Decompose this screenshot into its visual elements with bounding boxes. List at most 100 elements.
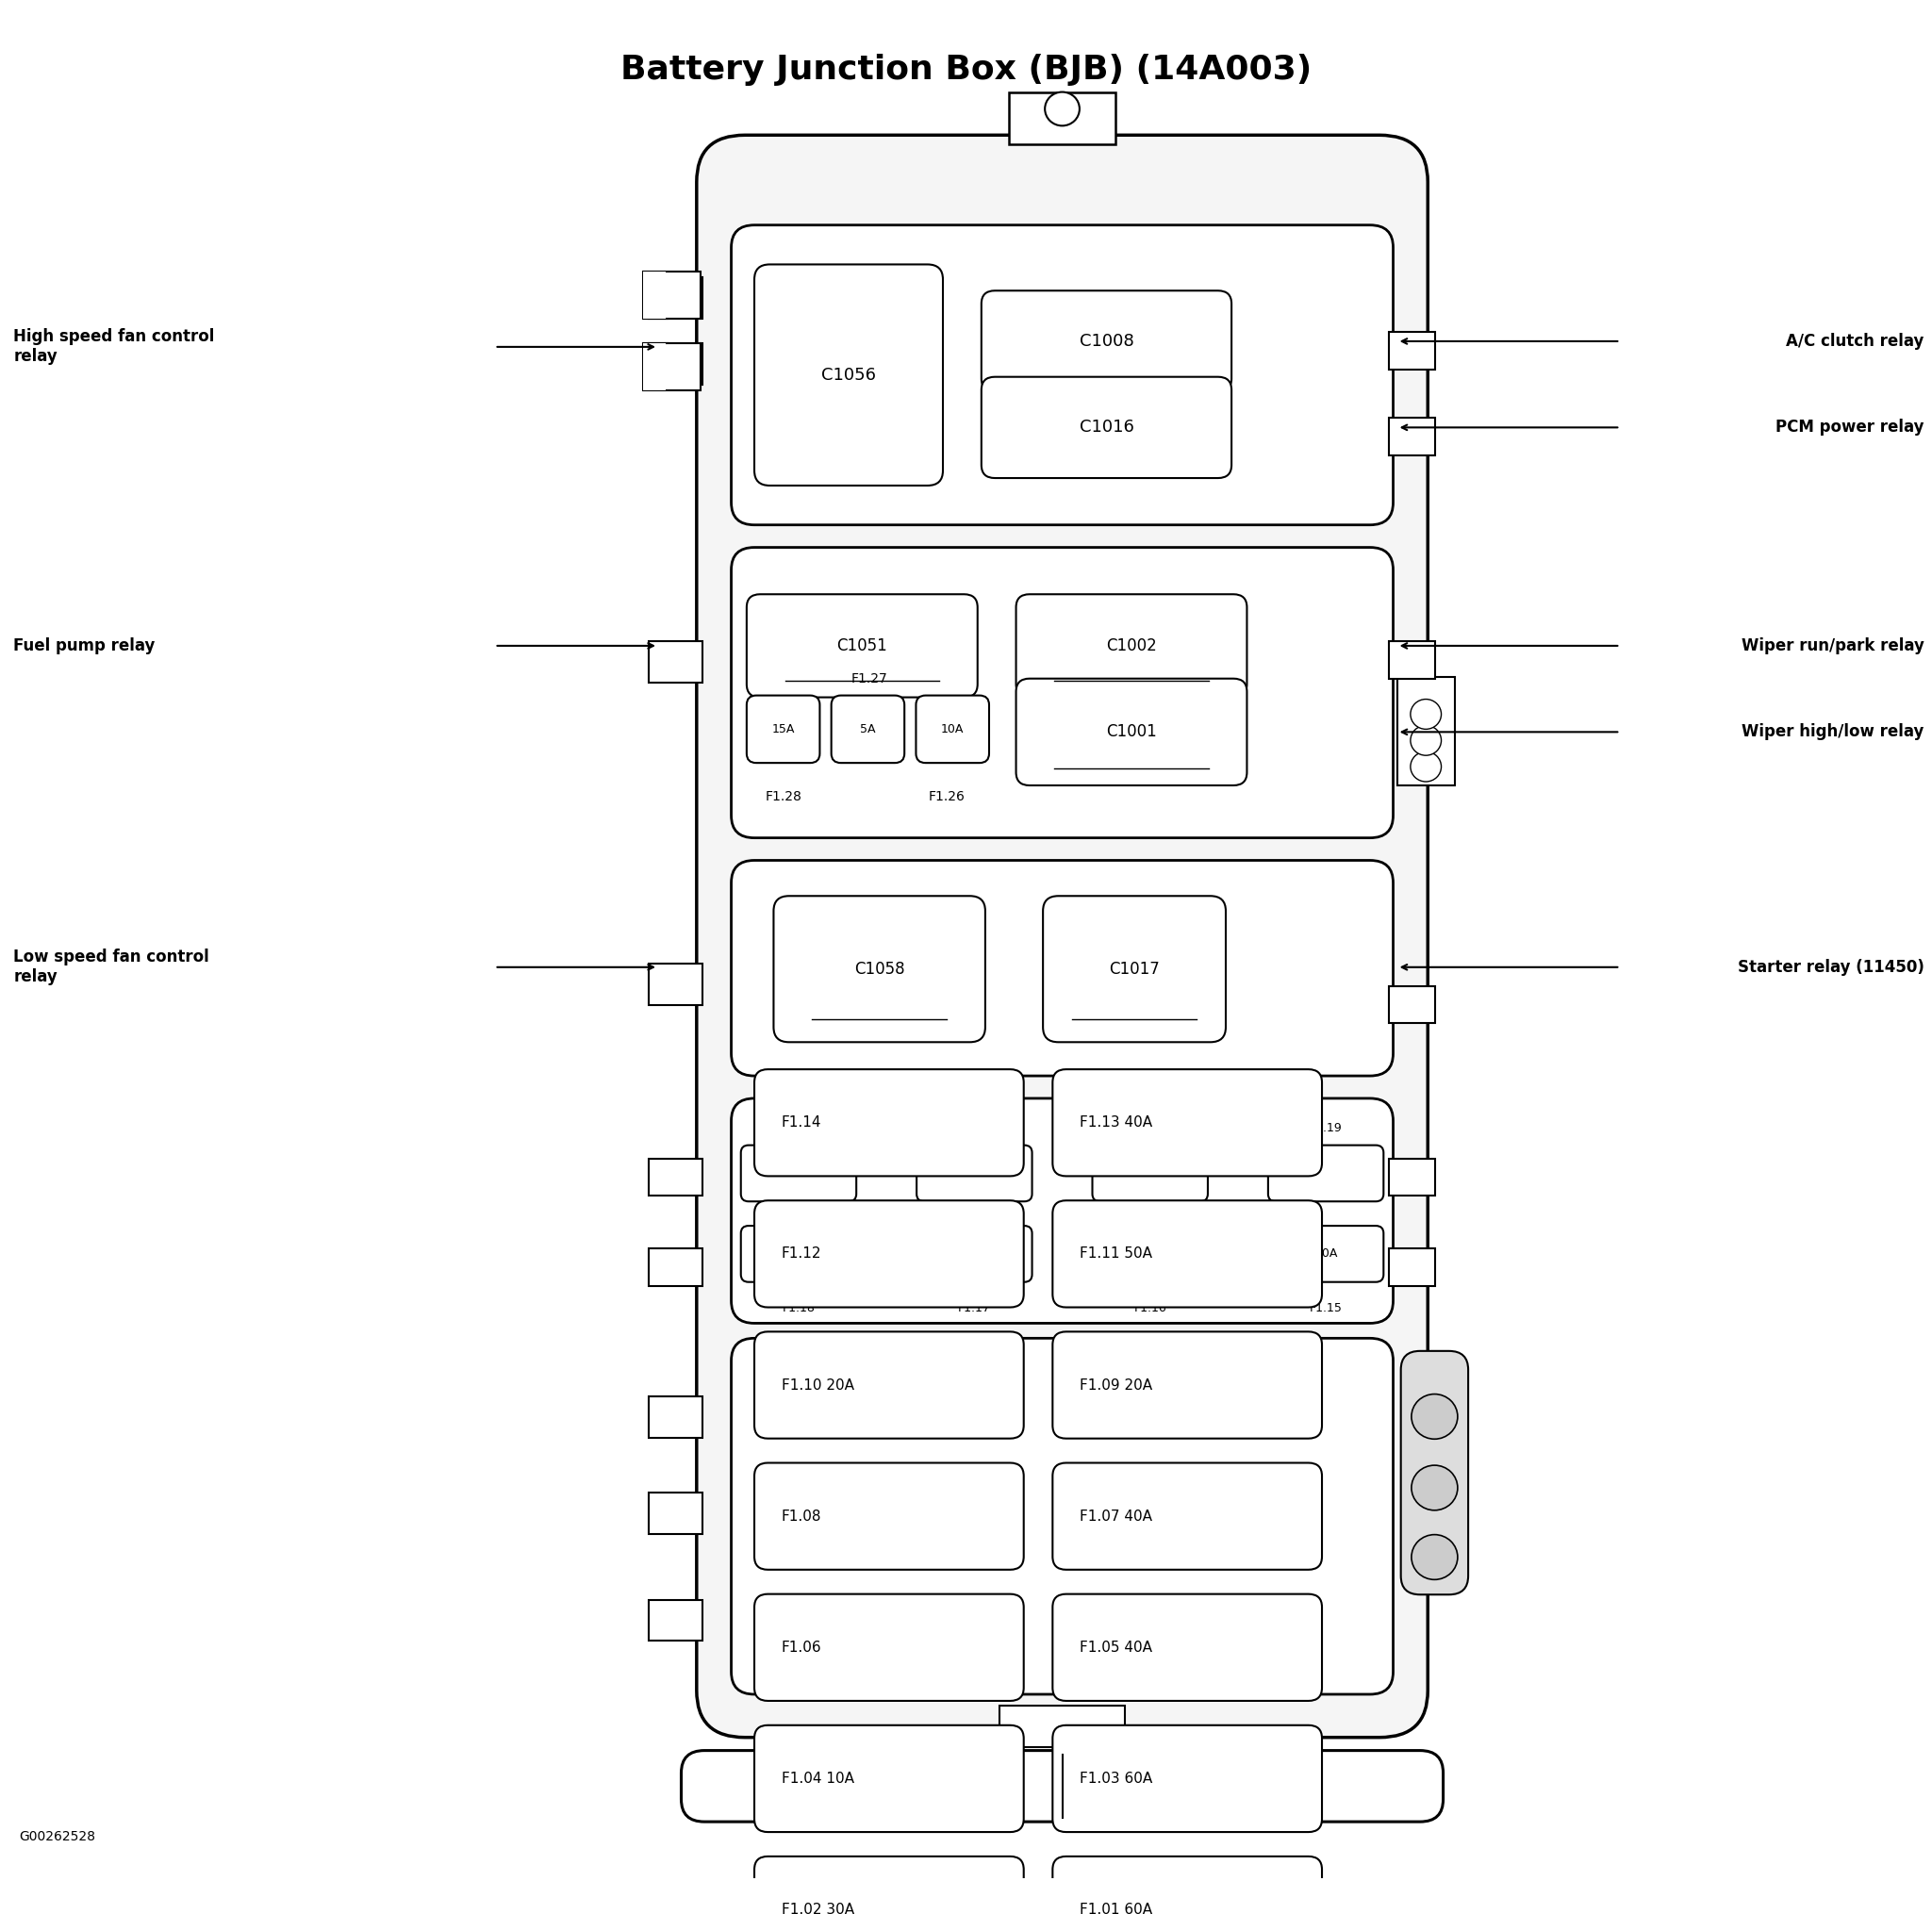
Text: C1017: C1017 — [1109, 961, 1159, 978]
Bar — [649, 1248, 703, 1286]
FancyBboxPatch shape — [730, 1099, 1393, 1323]
Bar — [1389, 641, 1435, 679]
FancyBboxPatch shape — [1053, 1594, 1321, 1702]
FancyBboxPatch shape — [1043, 896, 1225, 1041]
Bar — [649, 1600, 703, 1640]
Text: F1.06: F1.06 — [781, 1640, 821, 1654]
Text: F1.19: F1.19 — [1310, 1122, 1343, 1135]
FancyBboxPatch shape — [753, 1725, 1024, 1832]
Text: C1058: C1058 — [854, 961, 904, 978]
FancyBboxPatch shape — [981, 377, 1231, 478]
Bar — [1389, 417, 1435, 456]
Text: F1.16: F1.16 — [1134, 1302, 1167, 1315]
FancyBboxPatch shape — [753, 1200, 1024, 1307]
Text: F1.03 60A: F1.03 60A — [1080, 1772, 1151, 1786]
Text: Wiper run/park relay: Wiper run/park relay — [1741, 637, 1924, 655]
Text: C1002: C1002 — [1107, 637, 1157, 655]
FancyBboxPatch shape — [1092, 1145, 1208, 1202]
Text: F1.11 50A: F1.11 50A — [1080, 1246, 1151, 1261]
Text: 5A: 5A — [860, 723, 875, 735]
Text: 20A: 20A — [1314, 1248, 1337, 1259]
Bar — [649, 278, 703, 320]
Text: C1008: C1008 — [1080, 333, 1134, 350]
FancyBboxPatch shape — [916, 1225, 1032, 1282]
Text: PCM power relay: PCM power relay — [1776, 419, 1924, 436]
Text: F1.22: F1.22 — [782, 1122, 815, 1135]
FancyBboxPatch shape — [746, 593, 978, 697]
Circle shape — [1412, 1466, 1457, 1510]
Text: F1.09 20A: F1.09 20A — [1080, 1378, 1151, 1391]
FancyBboxPatch shape — [1016, 679, 1246, 785]
Bar — [1389, 1158, 1435, 1196]
FancyBboxPatch shape — [1016, 593, 1246, 697]
Text: F1.17: F1.17 — [958, 1302, 991, 1315]
Text: Low speed fan control
relay: Low speed fan control relay — [14, 949, 209, 986]
Text: F1.18: F1.18 — [782, 1302, 815, 1315]
FancyBboxPatch shape — [682, 1751, 1443, 1822]
Text: C1001: C1001 — [1107, 723, 1157, 741]
Text: F1.13 40A: F1.13 40A — [1080, 1116, 1151, 1129]
Bar — [643, 343, 667, 390]
Text: F1.21: F1.21 — [958, 1122, 991, 1135]
Circle shape — [1410, 699, 1441, 729]
FancyBboxPatch shape — [730, 226, 1393, 524]
Text: G00262528: G00262528 — [19, 1830, 97, 1843]
FancyBboxPatch shape — [1092, 1225, 1208, 1282]
Text: F1.12: F1.12 — [781, 1246, 821, 1261]
FancyBboxPatch shape — [773, 896, 985, 1041]
Text: F1.20: F1.20 — [1134, 1122, 1167, 1135]
FancyBboxPatch shape — [753, 1594, 1024, 1702]
FancyBboxPatch shape — [730, 861, 1393, 1076]
Text: C1016: C1016 — [1080, 419, 1134, 436]
Text: F1.27: F1.27 — [852, 672, 889, 685]
Text: A/C clutch relay: A/C clutch relay — [1787, 333, 1924, 350]
Text: C1051: C1051 — [837, 637, 887, 655]
Text: F1.15: F1.15 — [1310, 1302, 1343, 1315]
Circle shape — [1410, 752, 1441, 781]
Text: Starter relay (11450): Starter relay (11450) — [1737, 959, 1924, 976]
Text: F1.04 10A: F1.04 10A — [781, 1772, 854, 1786]
Text: F1.26: F1.26 — [929, 790, 966, 804]
FancyBboxPatch shape — [981, 291, 1231, 392]
Text: FB: FB — [873, 1778, 900, 1795]
Bar — [1389, 1248, 1435, 1286]
Text: F1.28: F1.28 — [765, 790, 802, 804]
FancyBboxPatch shape — [753, 1462, 1024, 1569]
Text: 10A: 10A — [786, 1168, 810, 1179]
Text: 20A: 20A — [962, 1248, 985, 1259]
FancyBboxPatch shape — [1267, 1145, 1383, 1202]
Circle shape — [1412, 1393, 1457, 1439]
FancyBboxPatch shape — [916, 1145, 1032, 1202]
Text: F1.08: F1.08 — [781, 1508, 821, 1524]
Circle shape — [1412, 1535, 1457, 1579]
Text: C1056: C1056 — [821, 366, 875, 383]
FancyBboxPatch shape — [1053, 1857, 1321, 1914]
FancyBboxPatch shape — [746, 695, 819, 764]
Bar — [649, 1397, 703, 1437]
Circle shape — [1045, 92, 1080, 126]
Bar — [649, 641, 703, 681]
Text: F1.01 60A: F1.01 60A — [1080, 1903, 1151, 1914]
Bar — [649, 343, 668, 385]
FancyBboxPatch shape — [1267, 1225, 1383, 1282]
Text: F1.07 40A: F1.07 40A — [1080, 1508, 1151, 1524]
FancyBboxPatch shape — [730, 547, 1393, 838]
Bar — [649, 963, 703, 1005]
Bar — [649, 278, 668, 320]
FancyBboxPatch shape — [1053, 1200, 1321, 1307]
FancyBboxPatch shape — [753, 264, 943, 486]
Text: F1.14: F1.14 — [781, 1116, 821, 1129]
FancyBboxPatch shape — [1053, 1070, 1321, 1175]
Bar — [643, 343, 701, 390]
FancyBboxPatch shape — [1053, 1462, 1321, 1569]
FancyBboxPatch shape — [697, 136, 1428, 1738]
FancyBboxPatch shape — [1401, 1351, 1468, 1594]
Bar — [1009, 92, 1115, 144]
FancyBboxPatch shape — [753, 1857, 1024, 1914]
Circle shape — [1410, 725, 1441, 756]
FancyBboxPatch shape — [753, 1070, 1024, 1175]
Text: F1.05 40A: F1.05 40A — [1080, 1640, 1151, 1654]
FancyBboxPatch shape — [831, 695, 904, 764]
Bar — [643, 272, 667, 320]
FancyBboxPatch shape — [1053, 1332, 1321, 1439]
